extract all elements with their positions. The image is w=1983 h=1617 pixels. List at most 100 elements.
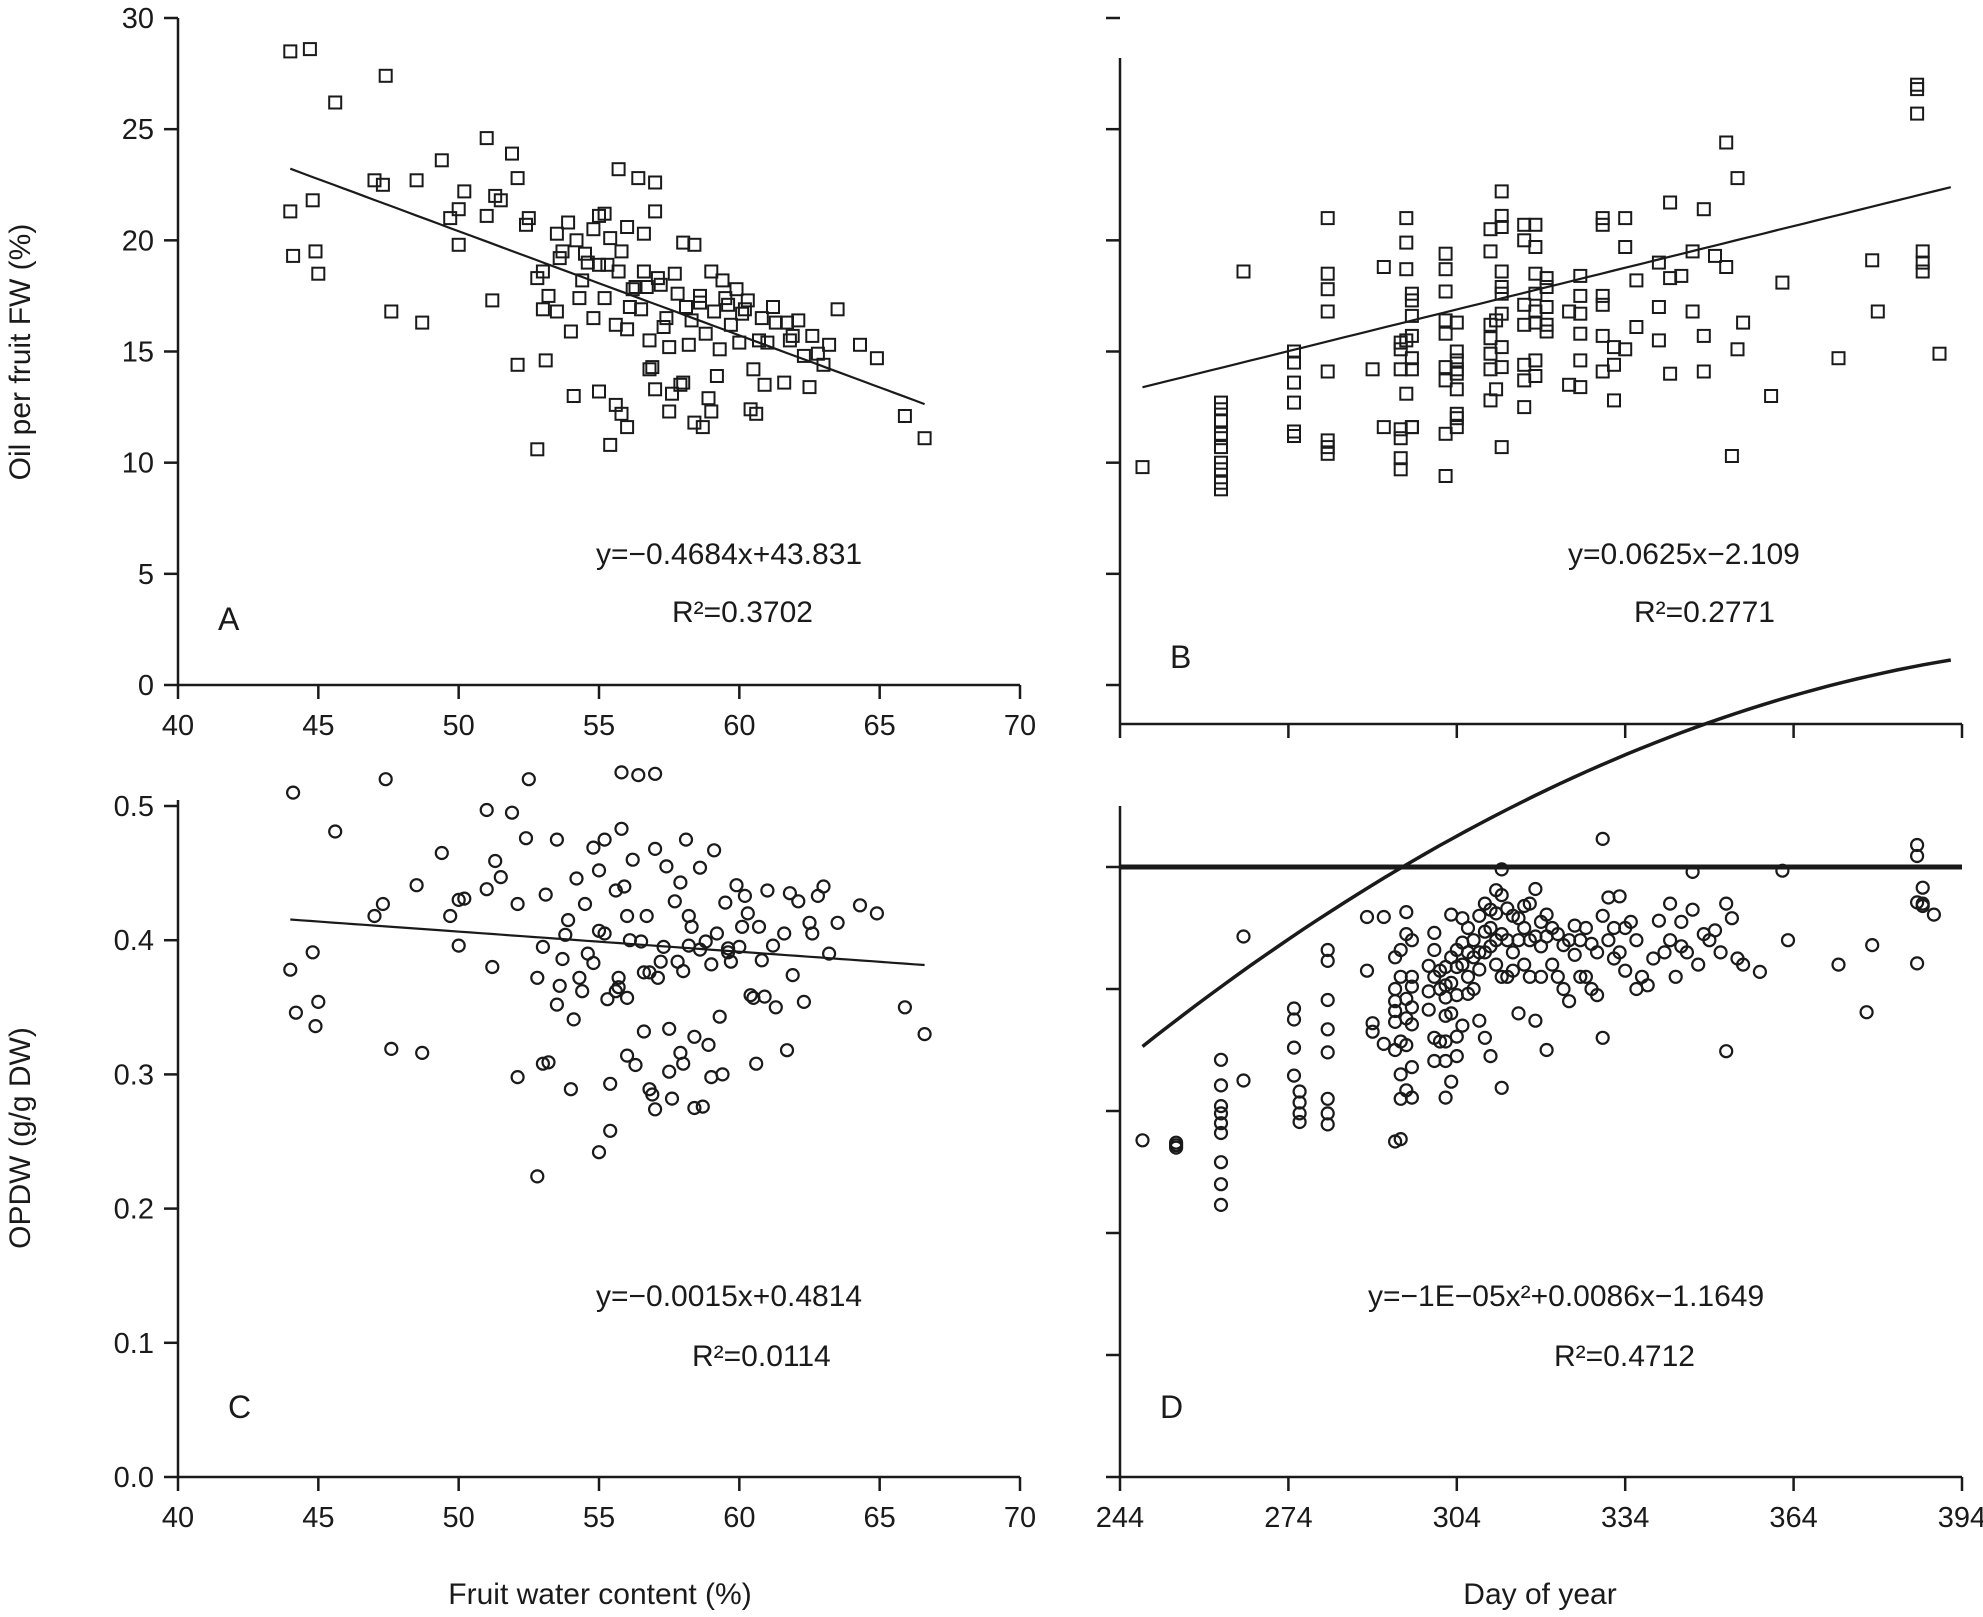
data-point bbox=[575, 273, 590, 288]
data-point bbox=[288, 1005, 303, 1020]
data-point bbox=[479, 208, 494, 223]
x-tick-label: 45 bbox=[302, 710, 334, 742]
data-point bbox=[1320, 282, 1335, 297]
trendline bbox=[290, 918, 925, 967]
x-tick-label: 364 bbox=[1769, 1502, 1817, 1534]
data-point bbox=[670, 954, 685, 969]
data-point bbox=[1449, 420, 1464, 435]
data-point bbox=[603, 231, 618, 246]
data-point bbox=[308, 1018, 323, 1034]
data-point bbox=[1517, 920, 1532, 936]
data-point bbox=[457, 184, 472, 199]
data-point bbox=[1657, 945, 1672, 960]
data-point bbox=[1618, 963, 1633, 978]
data-point bbox=[1286, 1040, 1302, 1055]
data-point bbox=[805, 926, 820, 941]
data-point bbox=[712, 342, 727, 357]
data-point bbox=[692, 942, 708, 957]
data-point bbox=[1662, 933, 1678, 948]
data-point bbox=[603, 1123, 618, 1138]
data-point bbox=[667, 266, 682, 281]
data-point bbox=[1567, 947, 1582, 962]
data-point bbox=[1533, 969, 1549, 984]
data-point bbox=[566, 389, 581, 403]
data-point bbox=[642, 333, 657, 348]
data-point bbox=[1287, 375, 1301, 390]
data-point bbox=[443, 908, 458, 924]
data-point bbox=[642, 362, 657, 377]
data-point bbox=[1320, 211, 1335, 226]
data-point bbox=[549, 832, 565, 847]
data-point bbox=[549, 304, 564, 319]
data-point bbox=[701, 1037, 716, 1053]
data-point bbox=[572, 291, 587, 306]
data-point bbox=[538, 353, 553, 368]
data-point bbox=[1601, 890, 1616, 905]
data-point bbox=[1438, 284, 1453, 299]
data-point bbox=[1365, 1024, 1380, 1039]
data-point bbox=[1421, 1002, 1436, 1017]
data-point bbox=[328, 824, 343, 839]
data-point bbox=[1612, 889, 1627, 904]
data-point bbox=[852, 898, 868, 913]
data-point bbox=[1517, 233, 1532, 248]
y-tick-label: 0.2 bbox=[114, 1194, 154, 1226]
data-point bbox=[1421, 984, 1436, 999]
data-point bbox=[667, 894, 682, 909]
data-point bbox=[1719, 260, 1734, 274]
data-point bbox=[1909, 848, 1925, 864]
data-point bbox=[1539, 300, 1554, 314]
data-point bbox=[552, 251, 567, 266]
data-point bbox=[1404, 1017, 1420, 1032]
data-point bbox=[1870, 304, 1885, 319]
data-point bbox=[1399, 904, 1414, 920]
data-point bbox=[1651, 333, 1666, 348]
data-point bbox=[1730, 171, 1745, 186]
data-point bbox=[687, 1029, 702, 1044]
data-point bbox=[1595, 217, 1610, 232]
data-point bbox=[1517, 357, 1532, 372]
data-point bbox=[384, 304, 399, 319]
data-point bbox=[673, 875, 688, 890]
data-point bbox=[561, 215, 576, 230]
data-point bbox=[521, 211, 536, 226]
data-point bbox=[687, 415, 702, 430]
data-point bbox=[715, 1067, 730, 1082]
data-point bbox=[1213, 1116, 1229, 1131]
data-point bbox=[1214, 462, 1228, 477]
data-point bbox=[1915, 264, 1930, 279]
data-point bbox=[283, 962, 298, 977]
data-point bbox=[434, 153, 449, 168]
x-tick-label: 65 bbox=[864, 1502, 896, 1534]
data-point bbox=[1494, 1080, 1509, 1095]
data-point bbox=[1567, 918, 1582, 933]
panel-b-r2: R²=0.2771 bbox=[1634, 596, 1775, 629]
data-point bbox=[740, 906, 755, 921]
data-point bbox=[1376, 1036, 1391, 1052]
data-point bbox=[1719, 1044, 1734, 1059]
data-point bbox=[1449, 382, 1464, 397]
data-point bbox=[451, 202, 466, 217]
data-point bbox=[1320, 1022, 1335, 1037]
data-point bbox=[510, 896, 525, 912]
data-point bbox=[1376, 260, 1391, 274]
data-point bbox=[1404, 420, 1419, 435]
data-point bbox=[1444, 975, 1459, 991]
data-point bbox=[1831, 351, 1846, 366]
data-point bbox=[1213, 1177, 1229, 1192]
data-point bbox=[636, 965, 652, 980]
data-point bbox=[305, 945, 320, 960]
data-point bbox=[636, 264, 651, 279]
data-point bbox=[1438, 262, 1453, 277]
data-point bbox=[1831, 957, 1846, 972]
data-point bbox=[664, 1091, 680, 1106]
data-point bbox=[1522, 896, 1537, 911]
data-point bbox=[698, 326, 713, 341]
data-point bbox=[709, 926, 725, 941]
data-point bbox=[1213, 1125, 1229, 1141]
panel-c-ticks: 40 45 50 55 60 65 70 0.0 0.1 0.2 0.3 0.4 0.5 bbox=[114, 791, 1036, 1534]
data-point bbox=[1629, 320, 1644, 334]
data-point bbox=[384, 1041, 399, 1057]
data-point bbox=[1634, 969, 1650, 984]
data-point bbox=[737, 302, 752, 317]
